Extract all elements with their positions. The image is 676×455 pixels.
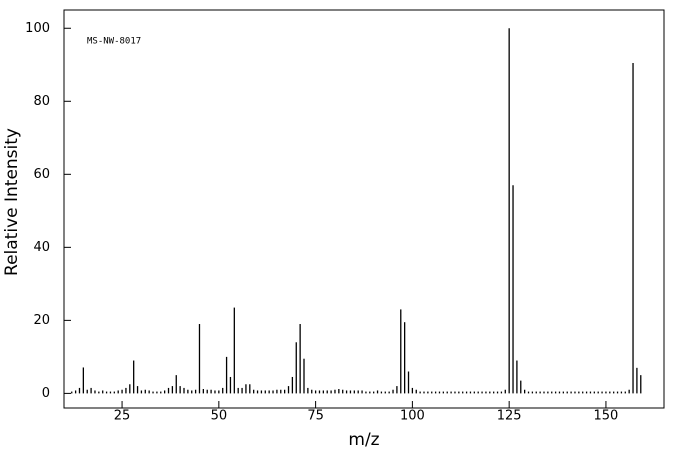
y-tick-label: 40 — [33, 240, 50, 255]
y-axis-title: Relative Intensity — [2, 128, 22, 276]
y-tick-label: 20 — [33, 313, 50, 328]
plot-frame — [63, 9, 665, 409]
y-tick-label: 80 — [33, 94, 50, 109]
y-tick-label: 0 — [42, 386, 50, 401]
x-axis-title: m/z — [348, 430, 379, 450]
x-tick-label: 125 — [497, 409, 522, 424]
y-tick-label: 60 — [33, 167, 50, 182]
annotation: MS-NW-8017 — [87, 37, 141, 47]
x-tick-label: 25 — [114, 409, 131, 424]
x-tick-label: 150 — [594, 409, 619, 424]
y-tick-label: 100 — [25, 21, 50, 36]
x-tick-label: 75 — [307, 409, 324, 424]
x-tick-label: 100 — [400, 409, 425, 424]
x-tick-label: 50 — [211, 409, 228, 424]
